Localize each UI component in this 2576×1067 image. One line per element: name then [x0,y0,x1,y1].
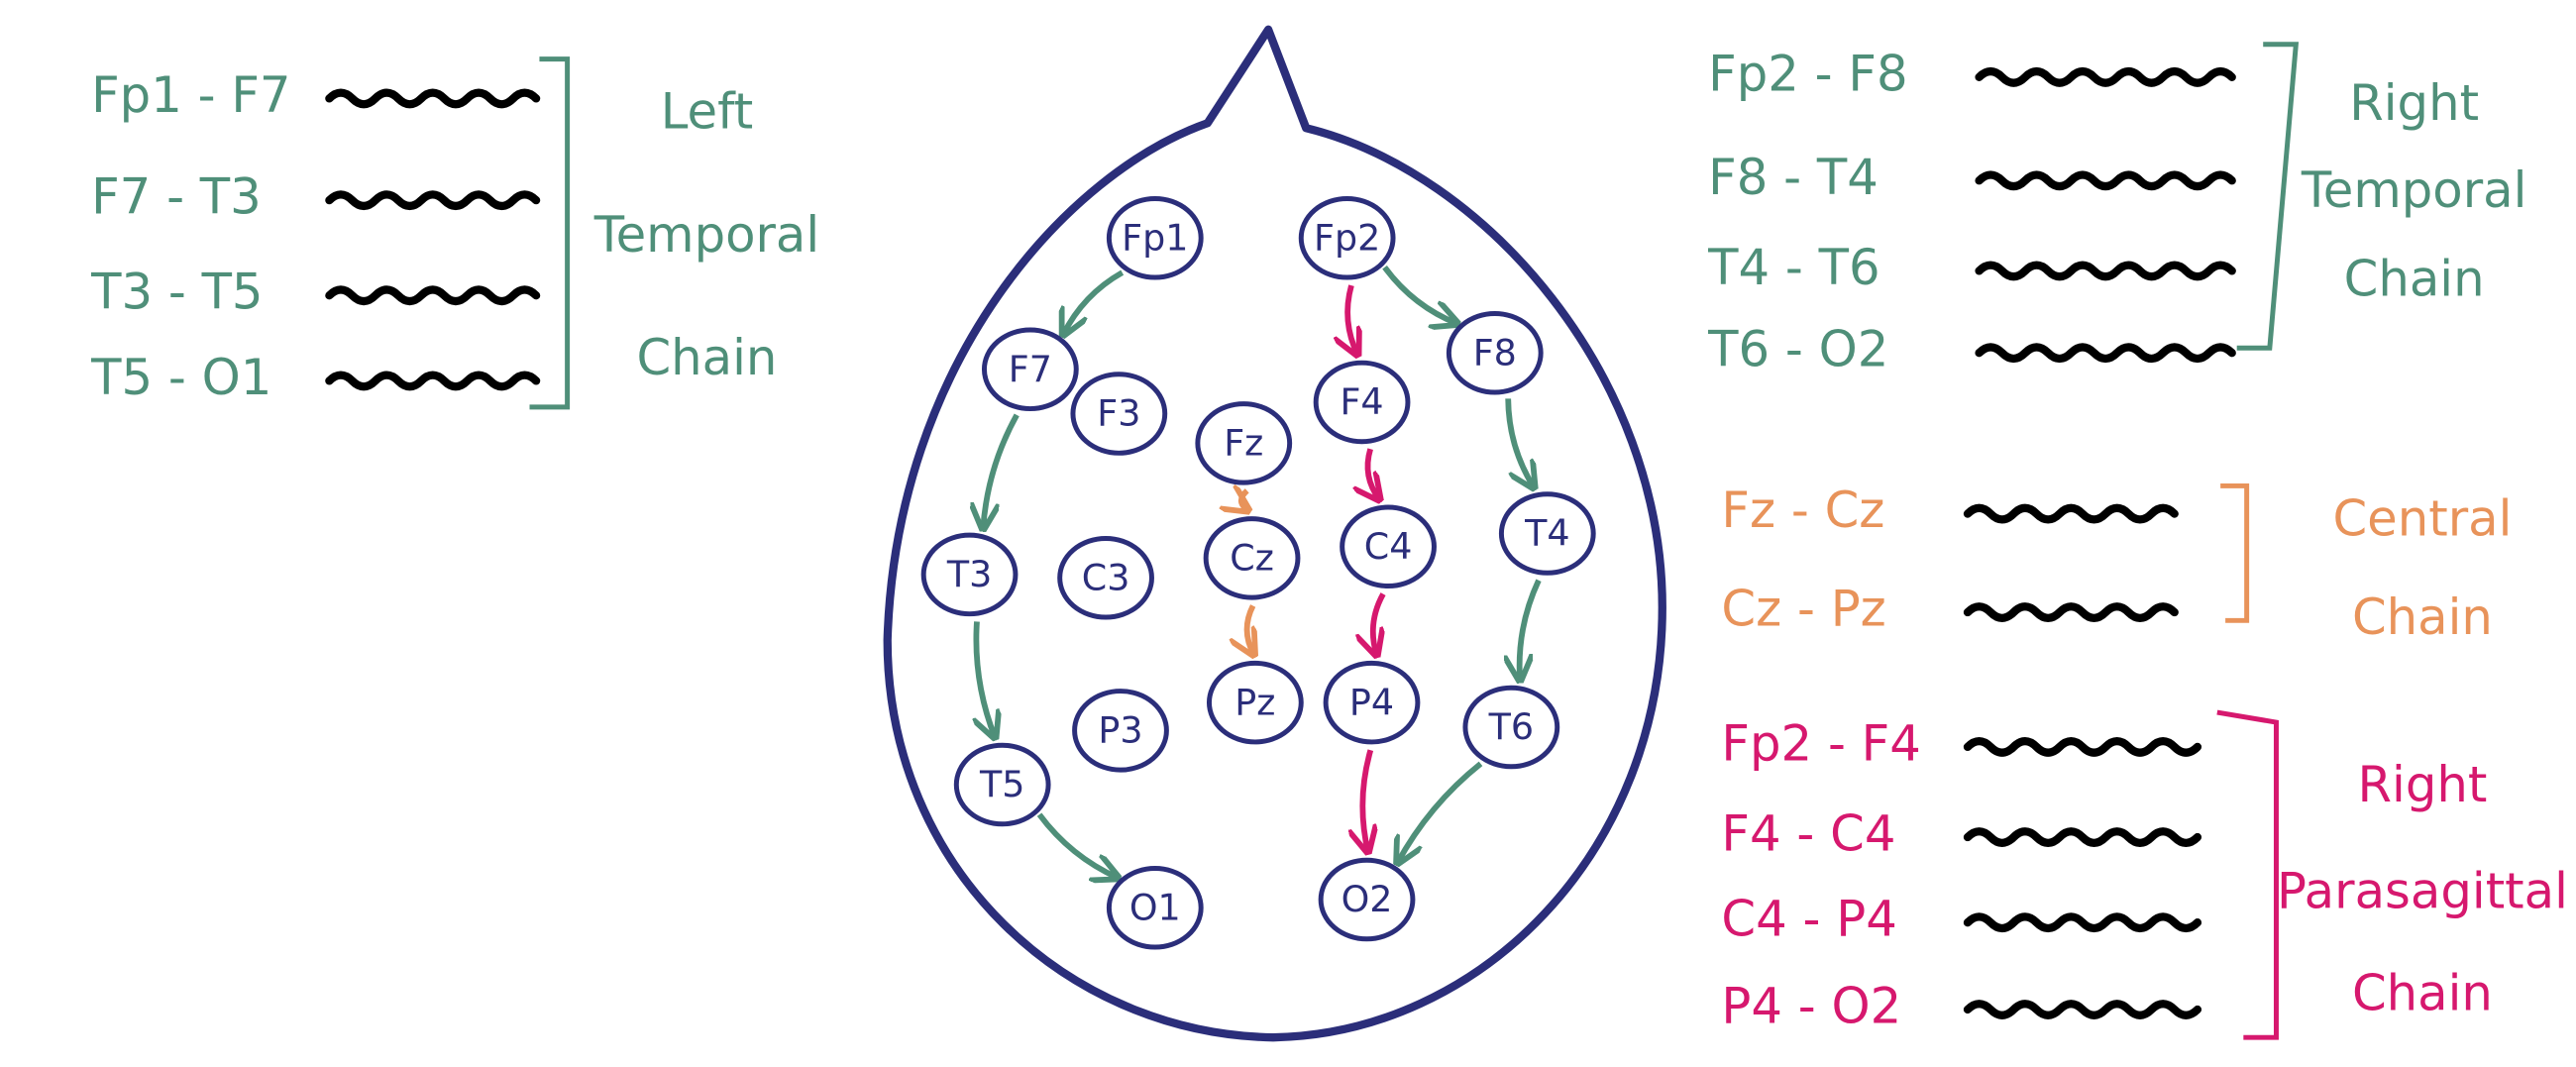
electrode-label: Pz [1234,681,1275,723]
chain-title: Temporal [593,206,820,264]
electrode-label: T6 [1488,705,1534,748]
arrow [1373,592,1386,656]
bracket [529,56,571,410]
channel-label: C4 - P4 [1721,891,1896,948]
chain-title: Chain [2352,588,2493,646]
electrode [1462,685,1560,770]
head-outline [883,25,1666,1042]
electrode [1106,866,1204,950]
waveform [1975,343,2236,364]
waveform [325,88,541,109]
waveform [1975,261,2236,281]
electrode-label: F4 [1340,380,1383,423]
electrode-label: P3 [1098,708,1142,751]
electrode [1106,196,1204,280]
electrode-label: Fz [1224,422,1263,465]
electrode [1195,401,1293,485]
electrode [920,532,1019,617]
electrode [1446,310,1544,395]
electrode [1206,660,1304,745]
channel-label: T6 - O2 [1707,321,1888,378]
channel-label: Cz - Pz [1721,581,1885,638]
electrode-label: F3 [1097,392,1140,435]
chain-title: Left [661,82,753,140]
arrow [1367,448,1379,499]
arrow [1362,749,1370,852]
arrow [1347,284,1357,355]
arrow [1241,490,1248,510]
waveform [325,190,541,211]
electrode [1323,660,1421,745]
arrow [983,413,1020,529]
waveform [325,285,541,306]
arrow [1036,812,1118,878]
chain-title: Chain [2344,250,2485,307]
electrode-label: Fp2 [1314,216,1380,259]
bracket [2220,482,2250,623]
arrow [1505,398,1534,487]
electrode [1057,535,1154,620]
channel-label: T4 - T6 [1707,239,1879,296]
chain-title: Central [2332,489,2512,547]
channel-label: P4 - O2 [1721,978,1901,1035]
channel-label: Fp1 - F7 [91,66,290,124]
chain-title: Right [2349,74,2479,132]
arrow [1382,266,1457,324]
electrode-label: C4 [1364,525,1413,568]
electrode [1298,196,1396,280]
electrode [1203,516,1301,600]
channel-label: F8 - T4 [1708,149,1878,206]
waveform [1963,912,2202,933]
electrode-label: T5 [979,763,1024,805]
electrode-label: Fp1 [1122,216,1188,259]
electrode [1070,372,1168,456]
electrode [981,327,1079,412]
electrode-label: O2 [1342,878,1393,920]
waveform [1963,1000,2202,1019]
chain-title: Chain [636,329,777,386]
channel-label: Fz - Cz [1721,481,1884,539]
electrode-label: P4 [1349,681,1394,723]
waveform [1975,66,2236,87]
channel-label: Fp2 - F4 [1721,714,1920,772]
bracket [2216,709,2279,1040]
chain-title: Temporal [2301,161,2527,219]
channel-label: F7 - T3 [91,168,262,226]
electrode-label: T4 [1524,512,1569,555]
electrode-label: Cz [1230,537,1274,580]
arrow [976,621,995,737]
arrow [1063,269,1125,335]
electrode [1313,360,1411,445]
channel-label: T3 - T5 [90,264,263,321]
electrode [953,742,1051,827]
waveform [1963,503,2179,524]
electrode [1318,857,1416,942]
arrow [1247,604,1254,655]
channel-label: T5 - O1 [90,349,271,406]
chain-title: Parasagittal [2277,863,2568,920]
waveform [325,371,541,391]
electrode [1340,504,1437,589]
arrow [1520,579,1542,681]
chain-title: Chain [2352,964,2493,1021]
electrode-label: T3 [946,553,992,595]
waveform [1963,827,2202,847]
bracket [2236,42,2300,351]
waveform [1975,170,2236,191]
waveform [1963,602,2179,622]
arrow [1397,761,1483,863]
electrode [1498,491,1596,576]
channel-label: F4 - C4 [1721,805,1895,863]
waveform [1963,736,2202,757]
electrode-label: O1 [1129,886,1181,928]
channel-label: Fp2 - F8 [1708,45,1907,102]
chain-title: Right [2358,756,2488,813]
electrode [1072,689,1169,773]
electrode-label: F8 [1473,331,1517,373]
electrode-label: C3 [1082,556,1130,598]
electrode-label: F7 [1009,348,1052,390]
